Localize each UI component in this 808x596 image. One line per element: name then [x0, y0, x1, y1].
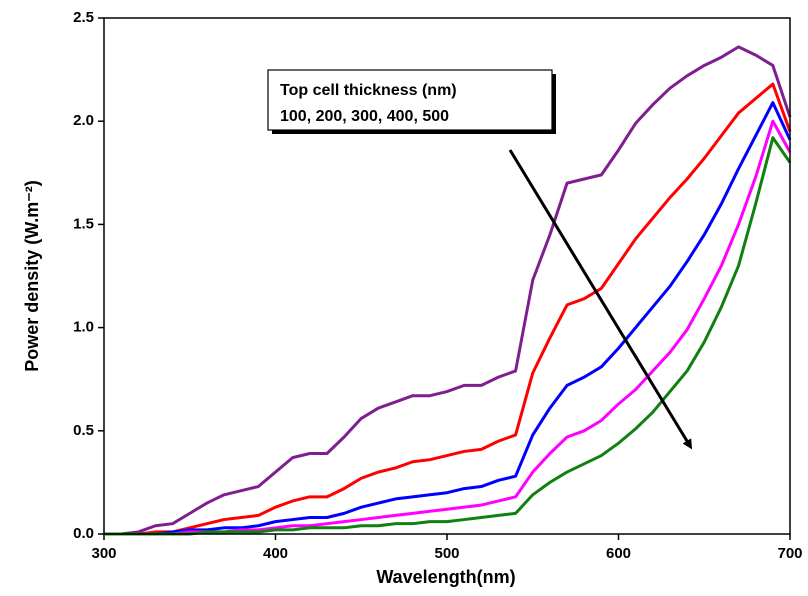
y-tick-label: 2.0: [73, 112, 94, 129]
series-line: [104, 45, 792, 536]
series-line: [104, 82, 792, 536]
series-line: [104, 119, 792, 536]
x-tick-label: 500: [434, 545, 459, 562]
y-axis-label: Power density (W.m⁻²): [22, 180, 42, 372]
y-tick-label: 2.5: [73, 9, 94, 26]
x-tick-label: 400: [263, 545, 288, 562]
y-tick-label: 0.5: [73, 422, 94, 439]
trend-arrow: [508, 149, 693, 450]
y-tick-label: 1.5: [73, 215, 94, 232]
series-line: [104, 136, 792, 536]
x-axis-label: Wavelength(nm): [376, 567, 515, 587]
plot-frame: [103, 17, 791, 535]
annotation-text: Top cell thickness (nm): [280, 82, 457, 99]
annotation-box: [267, 69, 553, 131]
y-tick-label: 0.0: [73, 525, 94, 542]
x-tick-label: 700: [777, 545, 802, 562]
y-tick-label: 1.0: [73, 319, 94, 336]
x-tick-label: 300: [91, 545, 116, 562]
x-tick-label: 600: [606, 545, 631, 562]
series-line: [104, 101, 792, 536]
annotation-text: 100, 200, 300, 400, 500: [280, 108, 449, 125]
